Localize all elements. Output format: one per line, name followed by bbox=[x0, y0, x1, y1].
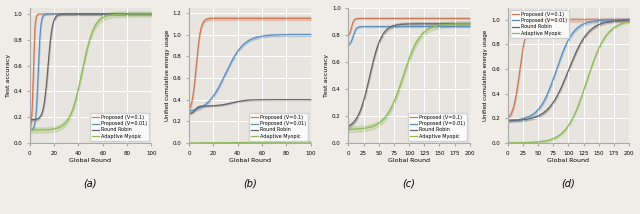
Legend: Proposed (V=0.1), Proposed (V=0.01), Round Robin, Adaptive Myopic: Proposed (V=0.1), Proposed (V=0.01), Rou… bbox=[249, 113, 308, 141]
Y-axis label: Unified cumulative energy usage: Unified cumulative energy usage bbox=[165, 30, 170, 121]
Text: (d): (d) bbox=[561, 178, 575, 188]
X-axis label: Global Round: Global Round bbox=[70, 158, 111, 163]
Y-axis label: Unified cumulative energy usage: Unified cumulative energy usage bbox=[483, 30, 488, 121]
Legend: Proposed (V=0.1), Proposed (V=0.01), Round Robin, Adaptive Myopic: Proposed (V=0.1), Proposed (V=0.01), Rou… bbox=[90, 113, 149, 141]
X-axis label: Global Round: Global Round bbox=[229, 158, 271, 163]
Text: (a): (a) bbox=[84, 178, 97, 188]
X-axis label: Global Round: Global Round bbox=[547, 158, 589, 163]
Text: (c): (c) bbox=[403, 178, 415, 188]
Text: (b): (b) bbox=[243, 178, 257, 188]
Y-axis label: Test accuracy: Test accuracy bbox=[324, 54, 329, 97]
Y-axis label: Test accuracy: Test accuracy bbox=[6, 54, 10, 97]
Legend: Proposed (V=0.1), Proposed (V=0.01), Round Robin, Adaptive Myopic: Proposed (V=0.1), Proposed (V=0.01), Rou… bbox=[510, 10, 570, 37]
Legend: Proposed (V=0.1), Proposed (V=0.01), Round Robin, Adaptive Myopic: Proposed (V=0.1), Proposed (V=0.01), Rou… bbox=[408, 113, 467, 141]
X-axis label: Global Round: Global Round bbox=[388, 158, 430, 163]
